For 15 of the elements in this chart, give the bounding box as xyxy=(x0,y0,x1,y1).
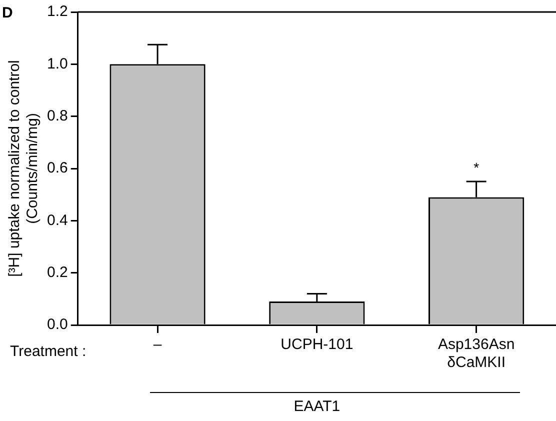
text: EAAT1 xyxy=(294,398,340,416)
x-tick-label: Asp136Asn δCaMKII xyxy=(438,336,515,372)
y-tick-label: 0.0 xyxy=(46,316,68,334)
y-tick-label: 0.6 xyxy=(46,160,68,177)
x-tick-label: – xyxy=(153,336,162,354)
y-tick-label: 0.8 xyxy=(46,107,68,124)
y-tick-label: 1.2 xyxy=(46,3,68,20)
y-tick-label: 0.2 xyxy=(46,264,68,281)
y-tick-label: 0.4 xyxy=(46,212,68,229)
text: D xyxy=(2,4,13,22)
y-tick-label: 1.0 xyxy=(46,55,68,72)
annotation: * xyxy=(474,159,480,176)
text: Treatment : xyxy=(10,343,86,360)
y-axis-title: [³H] uptake normalized to control (Counts/min/mg) xyxy=(6,60,42,277)
x-tick-label: UCPH-101 xyxy=(280,336,354,354)
